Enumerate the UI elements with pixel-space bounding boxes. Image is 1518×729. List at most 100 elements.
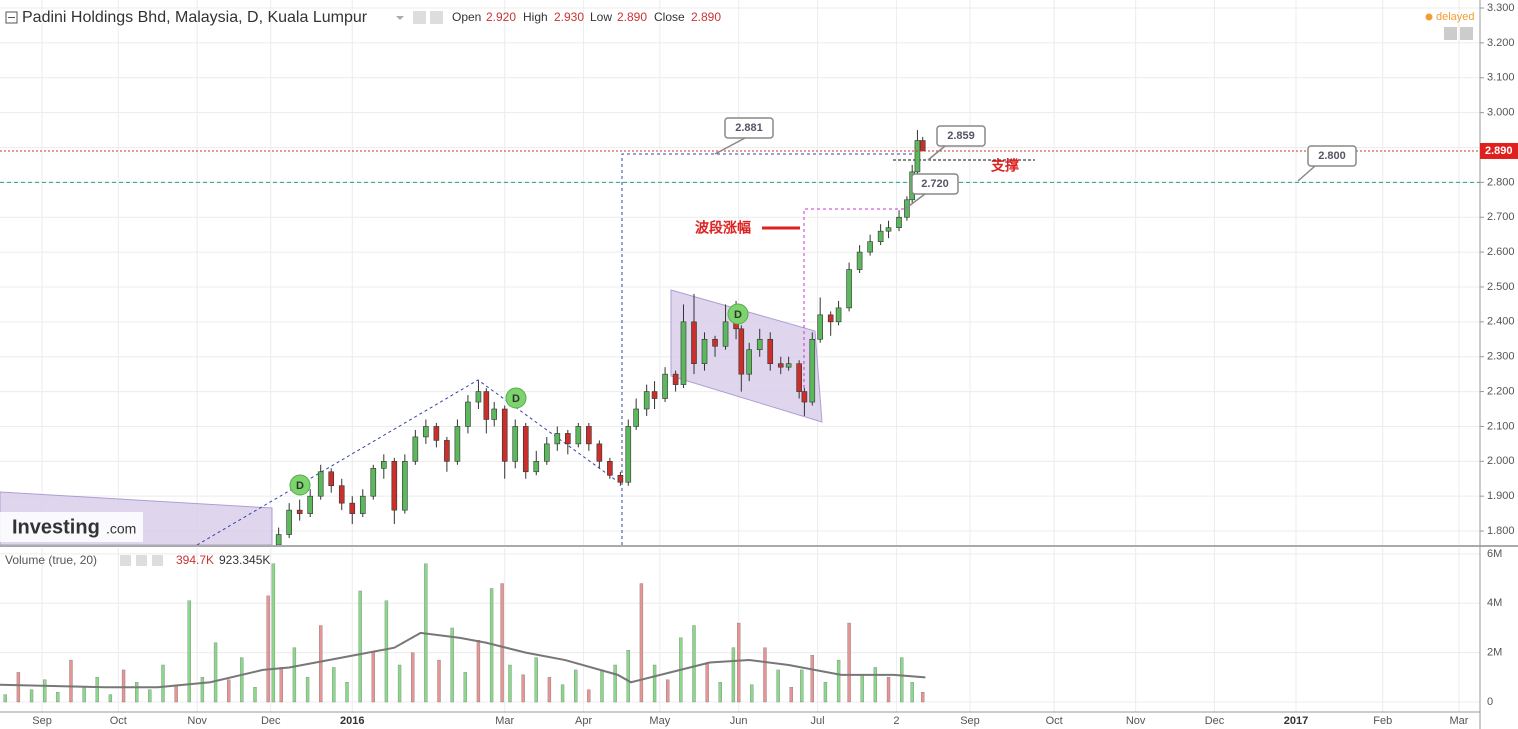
candle-body [317, 471, 324, 497]
y-tick-label: 1.900 [1487, 490, 1515, 502]
candle-body [475, 391, 482, 403]
y-tick-label: 2.600 [1487, 246, 1515, 258]
y-tick-label: 2.100 [1487, 420, 1515, 432]
volume-bar [253, 687, 257, 703]
axes: Sep Oct Nov Dec 2016 Mar Apr May Jun Jul 2 Sep Oct No… [32, 2, 1518, 727]
y-tick-label: 4M [1487, 597, 1502, 609]
x-tick-label: Nov [1126, 715, 1146, 727]
settings-icon[interactable] [152, 555, 163, 566]
callout-label: 2.881 [735, 122, 763, 134]
volume-bar [29, 689, 34, 703]
y-tick-label: 2.000 [1487, 455, 1515, 467]
candle-body [835, 307, 842, 323]
collapse-icon[interactable] [5, 11, 18, 24]
callout-label: 2.800 [1318, 150, 1346, 162]
candle-body [662, 373, 668, 399]
candle-body [607, 461, 613, 476]
volume-bar [737, 622, 741, 703]
candle-body [885, 227, 892, 232]
candle-body [543, 443, 550, 462]
candle-body [867, 241, 873, 253]
candle-body [512, 426, 519, 462]
y-tick-label: 2.500 [1487, 281, 1515, 293]
marker-label: D [512, 393, 520, 405]
volume-bar [397, 664, 402, 703]
volume-bar [371, 652, 375, 703]
settings-icon[interactable] [120, 555, 131, 566]
candle-body [423, 426, 429, 438]
candle-body [756, 338, 763, 351]
y-tick-label: 3.300 [1487, 2, 1515, 14]
candle-body [586, 426, 592, 445]
volume-stat: 394.7K [176, 553, 214, 567]
ohlc-label: High [523, 10, 548, 24]
candle-body [307, 495, 313, 514]
candle-body [914, 140, 921, 173]
candle-body [522, 426, 529, 473]
last-price-box [1480, 142, 1518, 159]
volume-bar [345, 682, 349, 703]
ohlc-label: Close [654, 10, 685, 24]
volume-bar [789, 687, 793, 703]
callout: 2.720 [904, 173, 959, 210]
y-tick-label: 3.100 [1487, 72, 1515, 84]
candle-body [483, 391, 490, 420]
volume-bar [692, 625, 696, 703]
tool-icon[interactable] [1460, 27, 1473, 40]
volume-bar [95, 677, 99, 703]
x-tick-label: Jun [730, 715, 748, 727]
x-tick-label: Oct [1046, 715, 1063, 727]
y-tick-label: 2.400 [1487, 316, 1515, 328]
x-tick-label: Mar [1449, 715, 1468, 727]
candle-body [738, 328, 745, 375]
y-tick-label: 2.700 [1487, 211, 1515, 223]
volume-bar [847, 622, 851, 703]
callout: 2.800 [1297, 145, 1357, 182]
chart-title: Padini Holdings Bhd, Malaysia, D, Kuala … [22, 9, 368, 26]
candle-body [796, 363, 802, 392]
volume-bar [69, 659, 73, 703]
volume-bar [921, 691, 925, 703]
settings-icon[interactable] [430, 11, 443, 24]
candle-body [633, 408, 639, 427]
volume-bar [910, 682, 914, 703]
candle-body [501, 408, 508, 462]
volume-bar [332, 667, 336, 703]
candle-body [370, 467, 377, 497]
volume-bar [718, 682, 722, 703]
x-tick-label: 2017 [1284, 715, 1308, 727]
marker: D [289, 474, 311, 496]
volume-bar [174, 684, 178, 703]
candle-body [919, 140, 926, 152]
candle-body [809, 338, 816, 403]
candle-body [296, 509, 303, 514]
volume-bar [384, 600, 389, 703]
measure-line [803, 208, 905, 400]
candle-body [412, 436, 419, 462]
candle-body [672, 373, 679, 385]
candle-body [777, 363, 784, 368]
tool-icon[interactable] [1444, 27, 1457, 40]
dropdown[interactable] [396, 16, 404, 20]
candle-body [533, 461, 540, 473]
x-tick-label: Dec [261, 715, 281, 727]
candle-body [554, 433, 561, 445]
candle-body [391, 461, 398, 511]
candle-body [596, 443, 603, 462]
price-pane [0, 130, 1480, 545]
callout: 2.881 [714, 117, 774, 155]
measure-line [621, 153, 915, 545]
candle-body [359, 495, 366, 514]
candle-body [722, 321, 729, 347]
x-tick-label: Dec [1205, 715, 1225, 727]
candle-body [338, 485, 345, 504]
volume-bar [900, 657, 904, 703]
settings-icon[interactable] [413, 11, 426, 24]
settings-icon[interactable] [136, 555, 147, 566]
last-price-label: 2.890 [1485, 145, 1513, 157]
volume-bar [148, 689, 152, 703]
volume-title: Volume (true, 20) [5, 553, 97, 567]
ohlc-value: 2.890 [617, 10, 647, 24]
candle-body [491, 408, 498, 420]
candle-body [444, 440, 450, 462]
